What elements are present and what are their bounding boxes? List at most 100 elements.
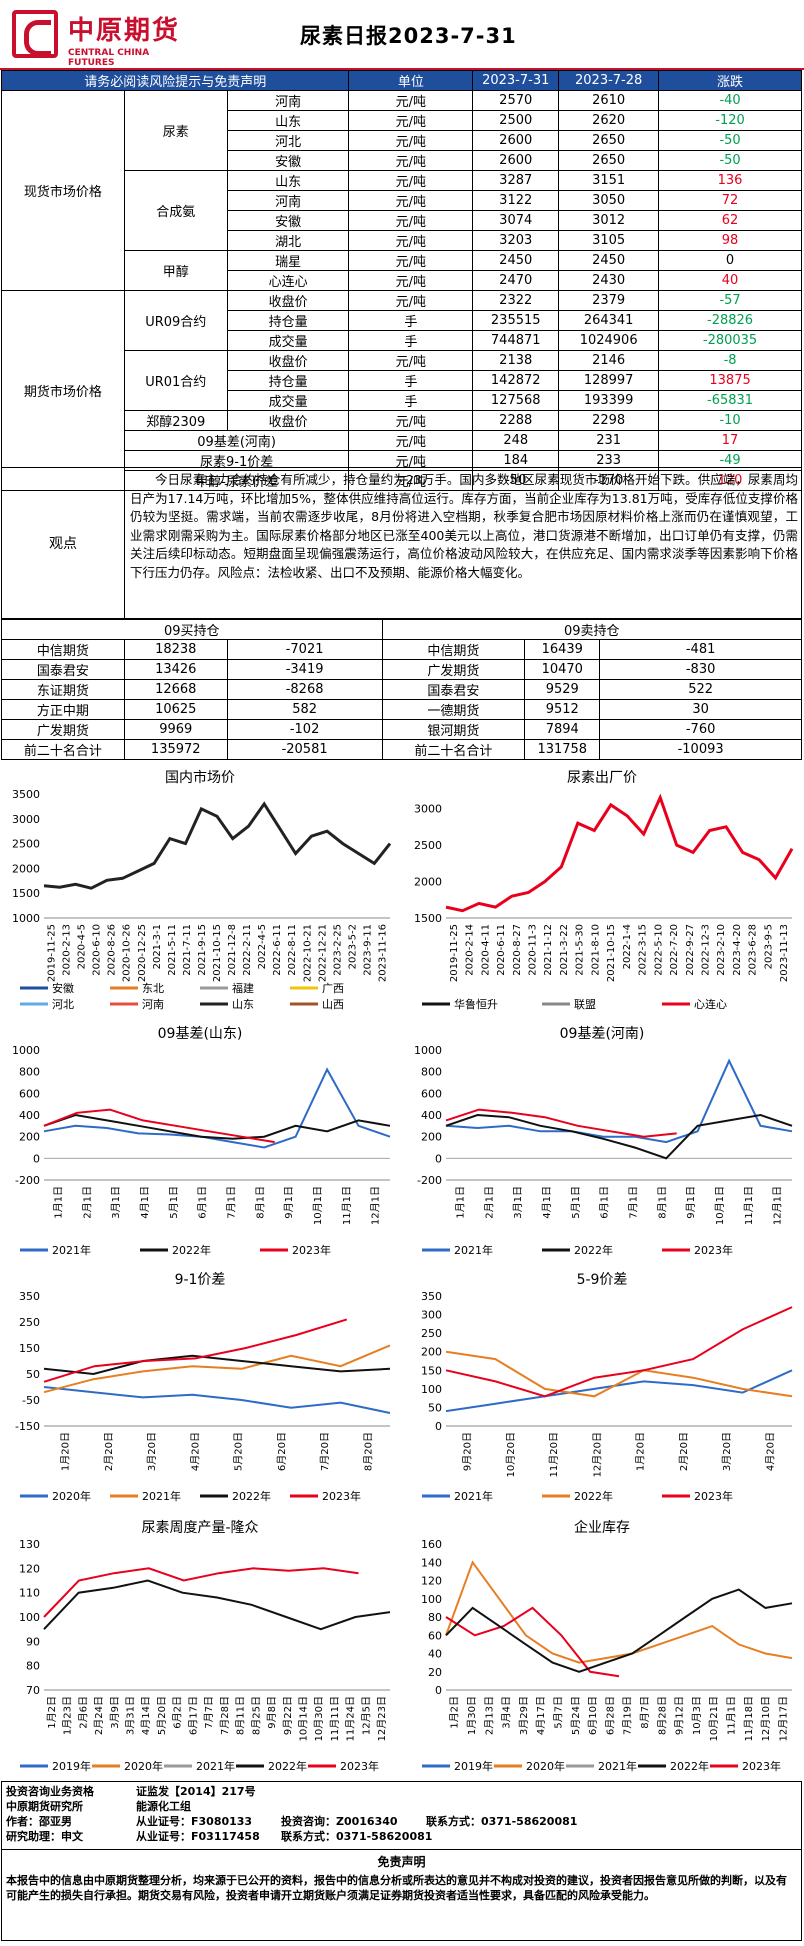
chart-c8: 企业库存 0 20 40 60 80 100 120 140 160 1月2日 1月30日 2月13日 3… bbox=[402, 1512, 802, 1780]
author-info: 投资咨询业务资格 证监发【2014】217号 中原期货研究所 能源化工组 作者：邵亚… bbox=[1, 1781, 802, 1849]
value-today: 3122 bbox=[472, 190, 560, 211]
x-tick-label: 12月1日 bbox=[772, 1186, 784, 1225]
unit: 元/吨 bbox=[348, 410, 474, 431]
value-prev: 3012 bbox=[558, 210, 660, 231]
value-prev: 2610 bbox=[558, 90, 660, 111]
x-tick-label: 1月20日 bbox=[60, 1432, 72, 1471]
sell-volume: 7894 bbox=[524, 719, 601, 740]
change: 98 bbox=[658, 230, 802, 251]
x-tick-label: 9月22日 bbox=[282, 1696, 294, 1735]
x-tick-label: 1月2日 bbox=[449, 1696, 461, 1729]
value-today: -50 bbox=[472, 470, 560, 491]
unit: 元/吨 bbox=[348, 150, 474, 171]
change: -120 bbox=[658, 110, 802, 131]
x-tick-label: 2020-8-26 bbox=[107, 924, 118, 976]
x-tick-label: 5月20日 bbox=[156, 1696, 168, 1735]
y-tick-label: 120 bbox=[421, 1575, 442, 1588]
position-row: 方正中期 10625 582 一德期货 9512 30 bbox=[1, 699, 802, 720]
spot-row: 湖北 元/吨 3203 3105 98 bbox=[2, 230, 802, 251]
metric: 持仓量 bbox=[226, 310, 350, 331]
change: 120 bbox=[658, 470, 802, 491]
x-tick-label: 3月1日 bbox=[512, 1186, 524, 1219]
company-logo: 中原期货 CENTRAL CHINA FUTURES bbox=[8, 6, 188, 68]
y-tick-label: 80 bbox=[26, 1660, 40, 1673]
sell-broker: 一德期货 bbox=[381, 699, 526, 720]
spot-row: 合成氨 山东 元/吨 3287 3151 136 bbox=[2, 170, 802, 251]
x-tick-label: 11月20日 bbox=[548, 1432, 560, 1477]
legend-label: 2020年 bbox=[52, 1489, 91, 1503]
x-tick-label: 11月1日 bbox=[341, 1186, 353, 1225]
legend-label: 心连心 bbox=[694, 998, 727, 1011]
futures-section-label: 期货市场价格 bbox=[1, 290, 125, 491]
unit: 手 bbox=[348, 390, 474, 411]
x-tick-label: 5月20日 bbox=[233, 1432, 245, 1471]
assistant-name: 研究助理：申文 bbox=[6, 1830, 83, 1843]
x-tick-label: 7月1日 bbox=[627, 1186, 639, 1219]
value-today: 2500 bbox=[472, 110, 560, 131]
x-tick-label: 2023-11-13 bbox=[779, 924, 790, 982]
x-tick-label: 10月3日 bbox=[691, 1696, 703, 1735]
x-tick-label: 2023-4-20 bbox=[732, 924, 743, 976]
x-tick-label: 2月20日 bbox=[103, 1432, 115, 1471]
legend-label: 2023年 bbox=[694, 1489, 733, 1503]
unit: 元/吨 bbox=[348, 250, 474, 271]
x-tick-label: 2022-12-3 bbox=[701, 924, 712, 976]
buy-change: -3419 bbox=[226, 659, 383, 680]
value-today: 235515 bbox=[472, 310, 560, 331]
unit: 元/吨 bbox=[348, 210, 474, 231]
chart-title: 9-1价差 bbox=[175, 1272, 226, 1288]
x-tick-label: 2月1日 bbox=[81, 1186, 93, 1219]
price-table: 请务必阅读风险提示与免责声明 单位 2023-7-31 2023-7-28 涨跌 现货市场… bbox=[0, 70, 802, 491]
region: 河南 bbox=[226, 90, 350, 111]
chart-c2: 尿素出厂价 1500 2000 2500 3000 2019-11-25 2020-2-14… bbox=[402, 762, 802, 1018]
x-tick-label: 2021-9-15 bbox=[197, 924, 208, 976]
spot-group: 尿素 bbox=[123, 90, 228, 171]
legend-label: 山东 bbox=[232, 998, 254, 1011]
legend-label: 联盟 bbox=[574, 998, 596, 1011]
y-tick-label: 400 bbox=[421, 1109, 442, 1122]
x-tick-label: 2021-8-10 bbox=[590, 924, 601, 976]
y-tick-label: 100 bbox=[19, 1611, 40, 1624]
chart-svg: 尿素出厂价 1500 2000 2500 3000 2019-11-25 2020-2-14… bbox=[414, 770, 794, 1011]
page-title: 尿素日报2023-7-31 bbox=[300, 24, 517, 48]
legend-label: 2023年 bbox=[322, 1489, 361, 1503]
x-tick-label: 2月24日 bbox=[93, 1696, 105, 1735]
legend-label: 2022年 bbox=[574, 1489, 613, 1503]
x-tick-label: 4月17日 bbox=[535, 1696, 547, 1735]
change: 136 bbox=[658, 170, 802, 191]
y-tick-label: 20 bbox=[428, 1666, 442, 1679]
sell-broker: 中信期货 bbox=[381, 639, 526, 660]
x-tick-label: 7月19日 bbox=[622, 1696, 634, 1735]
region: 河南 bbox=[226, 190, 350, 211]
legend-label: 2019年 bbox=[454, 1759, 493, 1773]
x-tick-label: 2023-5-2 bbox=[347, 924, 358, 969]
y-tick-label: 200 bbox=[421, 1346, 442, 1359]
disclaimer-title: 免责声明 bbox=[377, 1855, 426, 1869]
x-tick-label: 8月7日 bbox=[639, 1696, 651, 1729]
legend-label: 2022年 bbox=[172, 1243, 211, 1257]
value-prev: 3105 bbox=[558, 230, 660, 251]
y-tick-label: 200 bbox=[19, 1131, 40, 1144]
sell-broker: 前二十名合计 bbox=[381, 739, 526, 760]
value-prev: 3050 bbox=[558, 190, 660, 211]
license-label: 投资咨询业务资格 bbox=[6, 1785, 94, 1798]
buy-volume: 18238 bbox=[123, 639, 228, 660]
col-date1: 2023-7-31 bbox=[472, 70, 560, 91]
y-tick-label: 1000 bbox=[12, 1044, 40, 1057]
x-tick-label: 2020-8-27 bbox=[512, 924, 523, 976]
buy-volume: 135972 bbox=[123, 739, 228, 760]
region: 瑞星 bbox=[226, 250, 350, 271]
x-tick-label: 4月1日 bbox=[139, 1186, 151, 1219]
y-tick-label: -200 bbox=[15, 1174, 40, 1187]
y-tick-label: 1000 bbox=[12, 912, 40, 925]
y-tick-label: 150 bbox=[19, 1342, 40, 1355]
x-tick-label: 10月21日 bbox=[708, 1696, 720, 1741]
x-tick-label: 2019-11-25 bbox=[47, 924, 58, 982]
series-line-0 bbox=[445, 1058, 793, 1144]
spot-row: 山东 元/吨 2500 2620 -120 bbox=[2, 110, 802, 131]
x-tick-label: 2021-10-15 bbox=[606, 924, 617, 982]
series-line-0 bbox=[43, 1386, 391, 1414]
chart-svg: 国内市场价 1000 1500 2000 2500 3000 3500 2019-11-25 2… bbox=[12, 769, 392, 1011]
spot-row: 安徽 元/吨 2600 2650 -50 bbox=[2, 150, 802, 171]
x-tick-label: 3月1日 bbox=[110, 1186, 122, 1219]
